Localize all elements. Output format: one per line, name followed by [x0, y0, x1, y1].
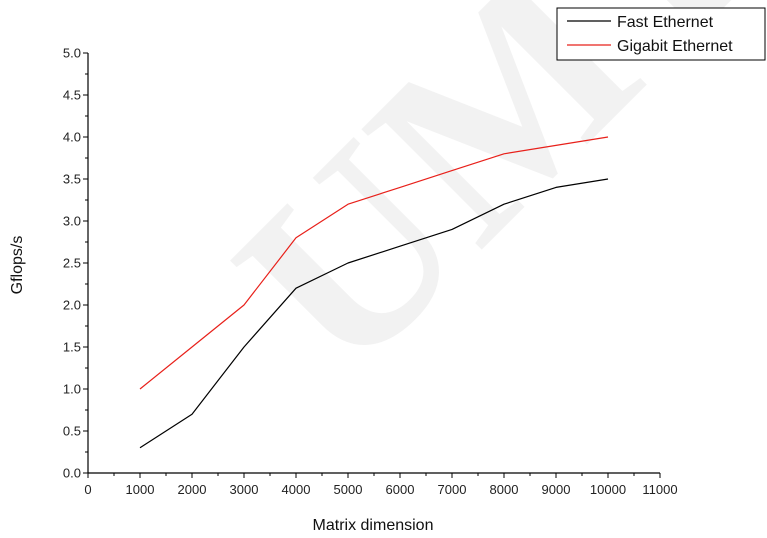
axes: 0.0 0.5 1.0 1.5 2.0 2.5 3.0 3.5 4.0 4.5 5.0 0 1000 20…: [63, 46, 678, 498]
y-tick-label: 0.5: [63, 424, 81, 439]
watermark: UMT: [183, 0, 767, 426]
y-tick-label: 3.0: [63, 214, 81, 229]
x-tick-label: 4000: [282, 482, 311, 497]
x-tick-label: 0: [84, 482, 91, 497]
x-tick-label: 7000: [438, 482, 467, 497]
y-tick-label: 1.5: [63, 340, 81, 355]
y-tick-label: 1.0: [63, 382, 81, 397]
y-tick-label: 4.5: [63, 88, 81, 103]
x-tick-label: 8000: [490, 482, 519, 497]
y-tick-label: 5.0: [63, 46, 81, 61]
legend-label: Gigabit Ethernet: [617, 38, 733, 55]
series-layer: [139, 136, 609, 449]
legend-box: [556, 7, 766, 61]
y-tick-label: 4.0: [63, 130, 81, 145]
x-tick-label: 5000: [334, 482, 363, 497]
x-tick-label: 10000: [590, 482, 626, 497]
y-tick-label: 2.0: [63, 298, 81, 313]
x-tick-label: 6000: [386, 482, 415, 497]
x-tick-label: 1000: [126, 482, 155, 497]
series-line-0: [139, 178, 609, 449]
x-axis-title: Matrix dimension: [313, 517, 434, 534]
x-tick-label: 9000: [542, 482, 571, 497]
legend-label: Fast Ethernet: [617, 14, 714, 31]
x-tick-label: 11000: [642, 482, 677, 497]
legend: Fast Ethernet Gigabit Ethernet: [556, 7, 766, 61]
y-tick-label: 0.0: [63, 466, 81, 481]
y-tick-label: 2.5: [63, 256, 81, 271]
x-tick-label: 2000: [178, 482, 207, 497]
y-axis-title: Gflops/s: [9, 236, 26, 295]
x-tick-label: 3000: [230, 482, 259, 497]
y-tick-label: 3.5: [63, 172, 81, 187]
series-line-1: [139, 136, 609, 390]
